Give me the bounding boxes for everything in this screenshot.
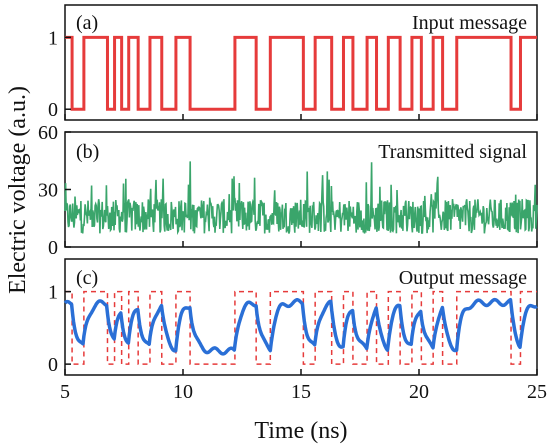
panel-a: (a) Input message 01 xyxy=(48,4,538,121)
y-tick-label: 0 xyxy=(48,99,58,121)
transmitted-signal-line xyxy=(64,161,538,236)
x-axis-ticks: 5 10 15 20 25 xyxy=(60,114,547,403)
panel-a-label: (a) xyxy=(76,12,98,34)
panel-b-annotation: Transmitted signal xyxy=(378,141,527,163)
panel-b-label: (b) xyxy=(76,141,99,163)
x-tick-label: 5 xyxy=(60,381,70,403)
panel-c: (c) Output message 01 xyxy=(48,258,538,376)
panel-b-plot xyxy=(64,161,538,236)
panel-c-plot xyxy=(63,290,538,365)
y-tick-label: 1 xyxy=(48,27,58,49)
x-axis-title: Time (ns) xyxy=(254,418,347,444)
input-message-line xyxy=(65,35,537,111)
output-message-line xyxy=(63,297,538,356)
y-axis-title: Electric voltage (a.u.) xyxy=(5,86,31,294)
x-tick-label: 20 xyxy=(409,381,429,403)
reference-message-dashed xyxy=(65,290,537,365)
panel-c-yticks: 01 xyxy=(48,282,71,376)
panel-a-annotation: Input message xyxy=(412,12,527,34)
y-tick-label: 0 xyxy=(48,237,58,259)
panel-a-plot xyxy=(65,35,537,111)
panel-a-yticks: 01 xyxy=(48,27,71,121)
y-tick-label: 30 xyxy=(38,180,58,202)
y-tick-label: 0 xyxy=(48,354,58,376)
y-tick-label: 1 xyxy=(48,282,58,304)
panel-c-label: (c) xyxy=(76,267,98,289)
panel-b-yticks: 0 30 60 xyxy=(38,122,71,259)
y-tick-label: 60 xyxy=(38,122,58,144)
panel-c-annotation: Output message xyxy=(399,267,527,289)
x-tick-label: 15 xyxy=(291,381,311,403)
x-tick-label: 25 xyxy=(527,381,547,403)
panel-b: (b) Transmitted signal 0 30 60 xyxy=(38,122,538,259)
x-tick-label: 10 xyxy=(173,381,193,403)
